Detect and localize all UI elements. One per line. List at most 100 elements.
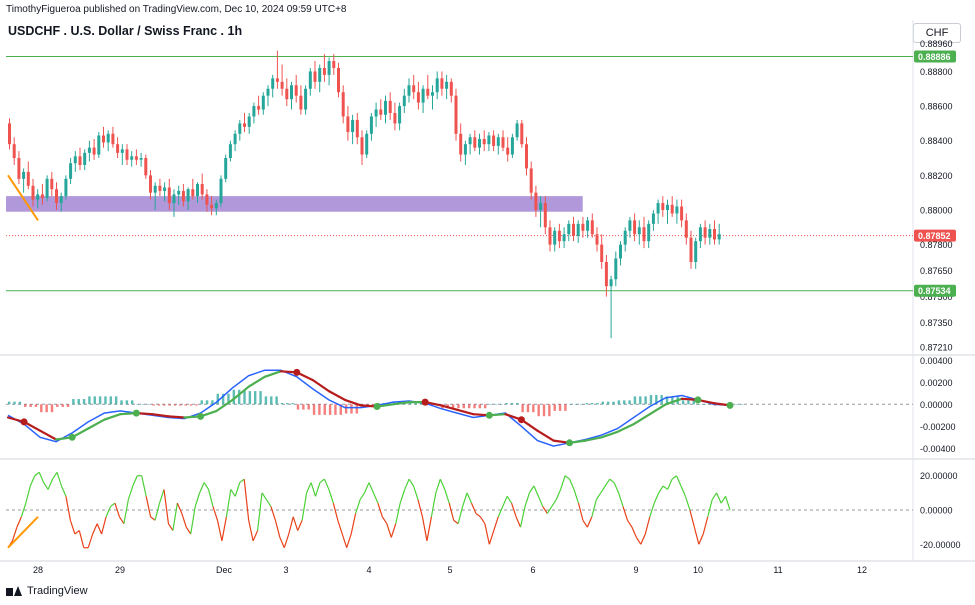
osc-line-segment xyxy=(65,496,71,521)
osc-line-segment xyxy=(190,506,196,535)
candle-body xyxy=(698,227,702,242)
price-tick-label: 0.88400 xyxy=(920,136,953,146)
macd-histogram-bar xyxy=(521,404,524,413)
macd-histogram-bar xyxy=(296,404,300,410)
macd-histogram-bar xyxy=(478,404,482,409)
candle-body xyxy=(196,184,199,197)
candle-body xyxy=(684,220,688,238)
candle-body xyxy=(36,194,40,200)
candle-body xyxy=(487,135,491,145)
osc-line-segment xyxy=(466,492,473,504)
macd-histogram-bar xyxy=(344,404,348,414)
osc-line-segment xyxy=(497,506,504,518)
signal-line-segment xyxy=(263,370,282,378)
macd-histogram-bar xyxy=(270,396,273,405)
axis-layer: 0.88960 0.88800 0.88600 0.88400 0.88200 0.880… xyxy=(33,39,961,575)
candle-body xyxy=(431,92,434,96)
time-tick-label: 6 xyxy=(530,565,535,575)
macd-histogram-bar xyxy=(50,404,54,413)
candle-body xyxy=(478,138,481,148)
candle-body xyxy=(280,81,284,89)
macd-tick-label: 0.00400 xyxy=(920,356,953,366)
currency-button[interactable]: CHF xyxy=(913,23,961,43)
osc-line-segment xyxy=(288,516,294,535)
macd-histogram-bar xyxy=(29,404,32,407)
osc-line-segment xyxy=(524,492,531,507)
macd-histogram-bar xyxy=(18,401,22,405)
signal-line-segment xyxy=(343,398,363,407)
candle-body xyxy=(26,171,30,186)
macd-histogram-bar xyxy=(473,404,476,409)
candle-body xyxy=(313,71,317,82)
macd-histogram-bar xyxy=(644,396,647,405)
candle-body xyxy=(233,133,237,145)
macd-histogram-bar xyxy=(350,404,353,414)
osc-line-segment xyxy=(256,492,263,531)
osc-line-segment xyxy=(20,502,27,518)
candle-body xyxy=(604,261,608,287)
osc-line-segment xyxy=(314,482,321,497)
candle-body xyxy=(308,71,312,89)
macd-histogram-bar xyxy=(623,400,626,405)
candle-body xyxy=(167,187,171,204)
osc-line-segment xyxy=(569,478,575,490)
osc-line-segment xyxy=(127,485,134,500)
candle-body xyxy=(120,149,124,153)
candle-body xyxy=(557,230,561,242)
candle-body xyxy=(144,158,148,176)
osc-line-segment xyxy=(653,492,660,504)
macd-histogram-bar xyxy=(692,400,695,405)
time-tick-label: 12 xyxy=(857,565,867,575)
osc-line-segment xyxy=(234,482,241,497)
osc-line-segment xyxy=(644,516,651,535)
osc-line-segment xyxy=(555,489,562,500)
macd-histogram-bar xyxy=(601,401,605,405)
osc-line-segment xyxy=(176,502,183,514)
macd-histogram-bar xyxy=(590,402,594,405)
macd-histogram-bar xyxy=(163,404,166,406)
osc-line-segment xyxy=(439,478,446,490)
osc-line-segment xyxy=(716,492,722,504)
candle-body xyxy=(55,189,58,204)
macd-histogram-bar xyxy=(72,399,75,405)
candle-body xyxy=(416,92,420,103)
osc-line-segment xyxy=(430,492,437,517)
candle-body xyxy=(285,88,289,100)
candle-body xyxy=(623,230,627,245)
macd-histogram-bar xyxy=(467,404,471,409)
candle-body xyxy=(520,123,524,145)
price-tick-label: 0.87500 xyxy=(920,292,953,302)
osc-line-segment xyxy=(600,485,606,494)
macd-histogram-bar xyxy=(275,396,278,405)
signal-line-segment xyxy=(231,385,250,401)
macd-histogram-bar xyxy=(639,396,642,405)
tradingview-logo[interactable]: TradingView xyxy=(6,585,88,597)
candle-body xyxy=(590,220,594,235)
candle-body xyxy=(102,135,105,143)
osc-line-segment xyxy=(252,530,259,542)
osc-line-segment xyxy=(582,519,588,528)
macd-histogram-bar xyxy=(93,396,96,405)
candle-body xyxy=(341,92,345,117)
candle-body xyxy=(271,78,275,89)
candle-body xyxy=(647,223,651,242)
macd-histogram-bar xyxy=(655,395,658,405)
candle-body xyxy=(661,203,665,210)
candle-body xyxy=(294,85,298,96)
candle-body xyxy=(106,133,110,143)
macd-histogram-bar xyxy=(500,404,503,405)
candle-body xyxy=(299,95,303,110)
time-tick-label: 10 xyxy=(693,565,703,575)
candle-body xyxy=(576,223,580,236)
osc-line-segment xyxy=(711,492,718,501)
macd-histogram-bar xyxy=(409,402,412,405)
macd-histogram-bar xyxy=(109,396,113,405)
osc-line-segment xyxy=(448,502,455,521)
signal-line-segment xyxy=(327,390,347,401)
candle-body xyxy=(553,230,557,245)
candle-body xyxy=(703,227,707,238)
candle-body xyxy=(92,147,96,155)
candle-body xyxy=(708,229,712,238)
macd-histogram-bar xyxy=(574,404,578,405)
